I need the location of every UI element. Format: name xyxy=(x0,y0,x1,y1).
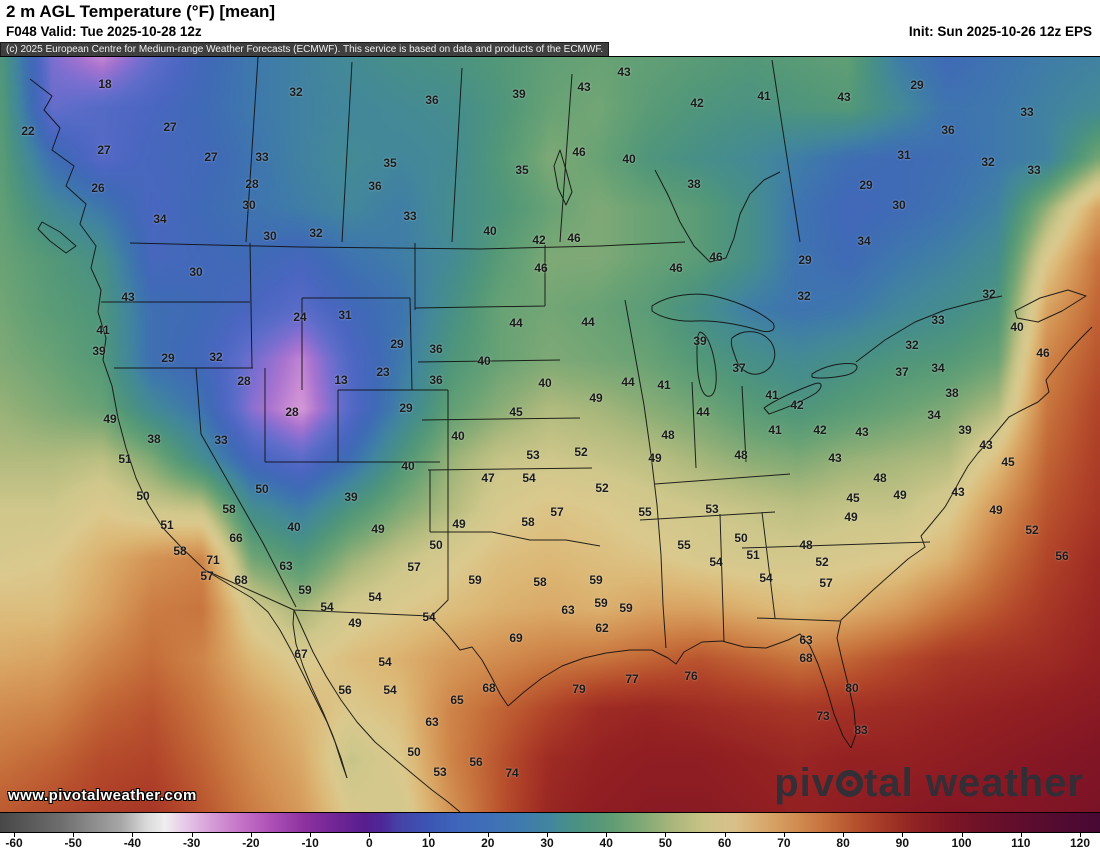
colorbar-tick-label: 60 xyxy=(717,836,732,850)
colorbar-tick-labels: -60 -50 -40 -30 -20 -10 0 10 20 30 40 50 60 70 80 90 100… xyxy=(0,833,1100,850)
colorbar-tick xyxy=(783,833,785,837)
temperature-map-canvas xyxy=(0,56,1100,812)
logo-o-icon xyxy=(836,770,864,797)
colorbar-tick-label: -30 xyxy=(182,836,201,850)
pivotal-weather-logo: piv tal weather xyxy=(774,761,1084,806)
colorbar-tick xyxy=(961,833,963,837)
colorbar-tick xyxy=(487,833,489,837)
colorbar-tick xyxy=(843,833,845,837)
colorbar-tick xyxy=(1020,833,1022,837)
colorbar-tick xyxy=(547,833,548,837)
colorbar-tick-label: 0 xyxy=(365,836,373,850)
map-colorbar-divider xyxy=(0,812,1100,813)
colorbar-tick xyxy=(310,833,312,837)
colorbar-tick xyxy=(132,833,134,837)
watermark-link[interactable]: www.pivotalweather.com xyxy=(8,787,197,804)
colorbar-tick xyxy=(14,833,15,837)
colorbar-tick xyxy=(73,833,75,837)
init-time: Init: Sun 2025-10-26 12z EPS xyxy=(908,24,1092,39)
colorbar-tick xyxy=(428,833,430,837)
colorbar-tick-label: 120 xyxy=(1069,836,1091,850)
colorbar-tick-label: 80 xyxy=(836,836,850,850)
colorbar-tick-label: -20 xyxy=(242,836,260,850)
valid-time: F048 Valid: Tue 2025-10-28 12z xyxy=(6,24,202,39)
colorbar-tick-label: 10 xyxy=(421,836,436,850)
colorbar-tick xyxy=(902,833,904,837)
colorbar-tick-label: -60 xyxy=(5,836,23,850)
colorbar-tick xyxy=(369,833,371,837)
copyright-bar: (c) 2025 European Centre for Medium-rang… xyxy=(0,42,610,57)
colorbar-tick-label: -40 xyxy=(123,836,142,850)
colorbar-tick-label: 20 xyxy=(481,836,495,850)
colorbar-tick xyxy=(250,833,252,837)
logo-right: tal weather xyxy=(864,761,1084,805)
colorbar-tick-label: 90 xyxy=(895,836,910,850)
temperature-colorbar xyxy=(0,813,1100,833)
colorbar-tick-label: 40 xyxy=(599,836,613,850)
colorbar-tick xyxy=(1080,833,1081,837)
colorbar-tick xyxy=(665,833,667,837)
colorbar-tick-label: 100 xyxy=(951,836,972,850)
colorbar-tick-label: -10 xyxy=(301,836,319,850)
colorbar-tick xyxy=(191,833,193,837)
colorbar-tick-label: 50 xyxy=(658,836,673,850)
colorbar-tick xyxy=(606,833,608,837)
header-map-divider xyxy=(0,56,1100,57)
colorbar-tick xyxy=(724,833,726,837)
colorbar-tick-label: 110 xyxy=(1011,836,1031,850)
logo-left: piv xyxy=(774,761,836,805)
colorbar-tick-label: 70 xyxy=(777,836,791,850)
colorbar-tick-label: -50 xyxy=(64,836,82,850)
colorbar-tick-label: 30 xyxy=(540,836,554,850)
page-title: 2 m AGL Temperature (°F) [mean] xyxy=(6,2,276,21)
